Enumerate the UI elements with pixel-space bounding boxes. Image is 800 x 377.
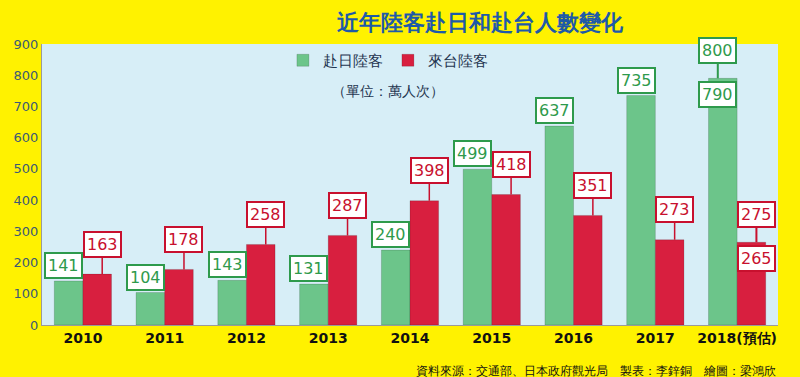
svg-text:790: 790 [702, 85, 733, 104]
svg-text:637: 637 [539, 101, 570, 120]
svg-text:273: 273 [659, 200, 690, 219]
svg-text:499: 499 [457, 144, 488, 163]
svg-text:800: 800 [14, 68, 39, 83]
svg-text:143: 143 [212, 255, 243, 274]
svg-text:2011: 2011 [145, 330, 184, 346]
svg-text:163: 163 [87, 235, 118, 254]
svg-text:398: 398 [414, 161, 445, 180]
svg-text:700: 700 [14, 99, 39, 114]
svg-text:258: 258 [250, 205, 281, 224]
svg-text:資料來源：交通部、日本政府觀光局 製表：李鋅銅 繪圖：梁鴻欣: 資料來源：交通部、日本政府觀光局 製表：李鋅銅 繪圖：梁鴻欣 [416, 364, 776, 377]
svg-text:900: 900 [14, 37, 39, 52]
svg-text:2017: 2017 [636, 330, 675, 346]
svg-text:178: 178 [168, 230, 199, 249]
svg-text:2010: 2010 [63, 330, 102, 346]
svg-text:600: 600 [14, 130, 39, 145]
svg-text:300: 300 [14, 224, 39, 239]
svg-text:240: 240 [375, 225, 406, 244]
svg-text:100: 100 [14, 286, 39, 301]
svg-text:104: 104 [130, 268, 161, 287]
svg-text:2018(預估): 2018(預估) [697, 330, 777, 346]
svg-text:400: 400 [14, 193, 39, 208]
svg-text:500: 500 [14, 161, 39, 176]
svg-text:2016: 2016 [554, 330, 593, 346]
svg-text:2013: 2013 [309, 330, 348, 346]
svg-text:2012: 2012 [227, 330, 266, 346]
svg-text:351: 351 [577, 176, 608, 195]
svg-text:735: 735 [621, 71, 652, 90]
svg-text:131: 131 [293, 259, 324, 278]
svg-text:近年陸客赴日和赴台人數變化: 近年陸客赴日和赴台人數變化 [336, 10, 624, 35]
svg-text:418: 418 [496, 155, 527, 174]
svg-text:（單位：萬人次）: （單位：萬人次） [332, 83, 444, 99]
svg-text:141: 141 [48, 256, 79, 275]
svg-text:0: 0 [30, 318, 38, 333]
svg-text:來台陸客: 來台陸客 [428, 52, 488, 70]
svg-text:2015: 2015 [472, 330, 511, 346]
svg-text:2014: 2014 [391, 330, 430, 346]
svg-text:200: 200 [14, 255, 39, 270]
svg-text:275: 275 [741, 205, 772, 224]
svg-text:287: 287 [332, 196, 363, 215]
svg-text:265: 265 [741, 249, 772, 268]
svg-text:赴日陸客: 赴日陸客 [323, 52, 383, 70]
svg-text:800: 800 [702, 41, 733, 60]
